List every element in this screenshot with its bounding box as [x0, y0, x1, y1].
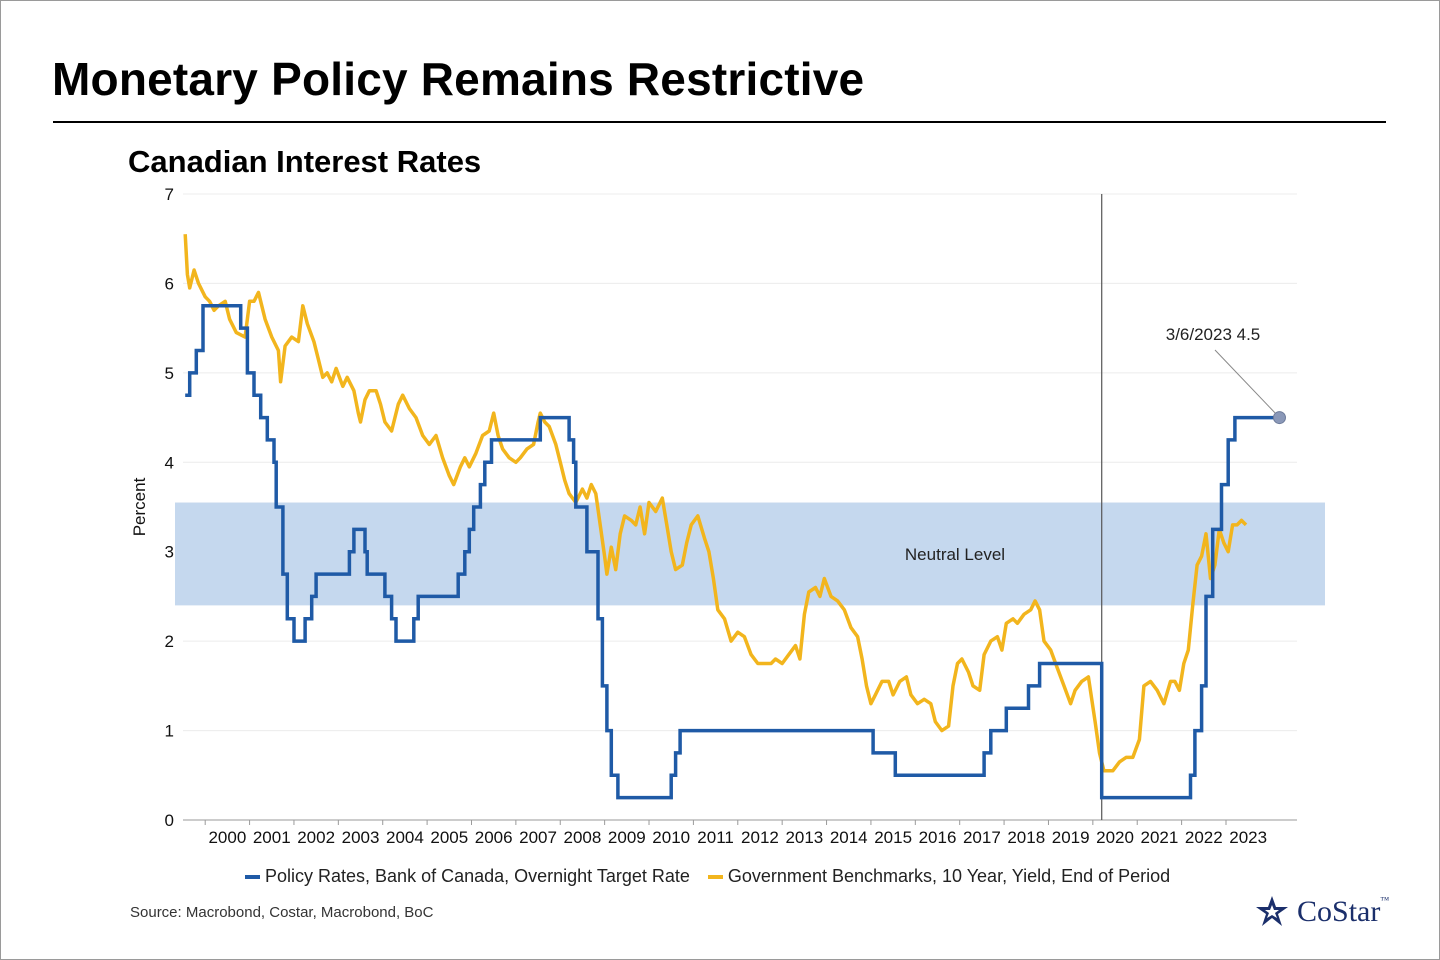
x-tick-label: 2021 — [1141, 828, 1179, 847]
x-tick-label: 2011 — [697, 828, 734, 847]
chart-title: Canadian Interest Rates — [128, 144, 482, 179]
x-tick-label: 2016 — [919, 828, 957, 847]
x-tick-label: 2017 — [963, 828, 1001, 847]
y-axis-label: Percent — [130, 477, 149, 536]
x-tick-label: 2002 — [297, 828, 335, 847]
costar-logo: CoStar™ — [1253, 893, 1389, 931]
legend-item-policy: Policy Rates, Bank of Canada, Overnight … — [245, 866, 690, 887]
x-tick-label: 2012 — [741, 828, 779, 847]
axis-ticks: 0 1 2 3 4 5 6 7 2000 2001 2002 2003 2004 2005 2006 2007… — [165, 185, 1268, 847]
neutral-level-band — [175, 502, 1325, 606]
y-tick-label: 4 — [165, 453, 174, 472]
x-tick-label: 2006 — [475, 828, 513, 847]
x-tick-label: 2009 — [608, 828, 646, 847]
logo-trademark: ™ — [1380, 895, 1390, 905]
logo-wordmark: CoStar — [1297, 895, 1381, 928]
x-tick-label: 2023 — [1229, 828, 1267, 847]
legend-swatch-bond — [707, 874, 723, 879]
y-tick-label: 7 — [165, 185, 174, 204]
costar-logo-text: CoStar™ — [1297, 895, 1389, 929]
x-tick-label: 2003 — [342, 828, 380, 847]
y-tick-label: 0 — [165, 811, 174, 830]
x-tick-label: 2020 — [1096, 828, 1134, 847]
x-tick-label: 2004 — [386, 828, 424, 847]
annotation-leader-line — [1214, 349, 1280, 418]
x-tick-label: 2007 — [519, 828, 557, 847]
y-tick-label: 5 — [165, 364, 174, 383]
x-tick-label: 2010 — [652, 828, 690, 847]
costar-star-icon — [1256, 896, 1288, 926]
latest-point-marker — [1272, 411, 1286, 425]
x-tick-label: 2014 — [830, 828, 868, 847]
legend-item-bond: Government Benchmarks, 10 Year, Yield, E… — [707, 866, 1171, 887]
x-tick-label: 2013 — [785, 828, 823, 847]
series-line-10yr-yield — [183, 234, 1248, 773]
x-tick-label: 2001 — [253, 828, 291, 847]
title-divider — [53, 121, 1386, 123]
y-tick-label: 1 — [165, 722, 174, 741]
x-tick-label: 2022 — [1185, 828, 1223, 847]
x-tick-label: 2018 — [1007, 828, 1045, 847]
neutral-level-label: Neutral Level — [905, 545, 1005, 564]
y-tick-label: 6 — [165, 274, 174, 293]
chart-legend: Policy Rates, Bank of Canada, Overnight … — [245, 866, 1188, 887]
legend-label-policy: Policy Rates, Bank of Canada, Overnight … — [265, 866, 690, 886]
source-note: Source: Macrobond, Costar, Macrobond, Bo… — [130, 904, 434, 921]
legend-label-bond: Government Benchmarks, 10 Year, Yield, E… — [727, 866, 1171, 886]
x-tick-label: 2019 — [1052, 828, 1090, 847]
page-title: Monetary Policy Remains Restrictive — [52, 53, 865, 105]
y-tick-label: 2 — [165, 632, 174, 651]
series-line-policy-rate — [185, 304, 1282, 800]
x-tick-label: 2008 — [564, 828, 602, 847]
x-tick-label: 2005 — [430, 828, 468, 847]
x-tick-label: 2015 — [874, 828, 912, 847]
x-tick-label: 2000 — [208, 828, 246, 847]
legend-swatch-policy — [245, 874, 260, 879]
y-tick-label: 3 — [165, 543, 174, 562]
latest-point-annotation: 3/6/2023 4.5 — [1166, 325, 1261, 344]
